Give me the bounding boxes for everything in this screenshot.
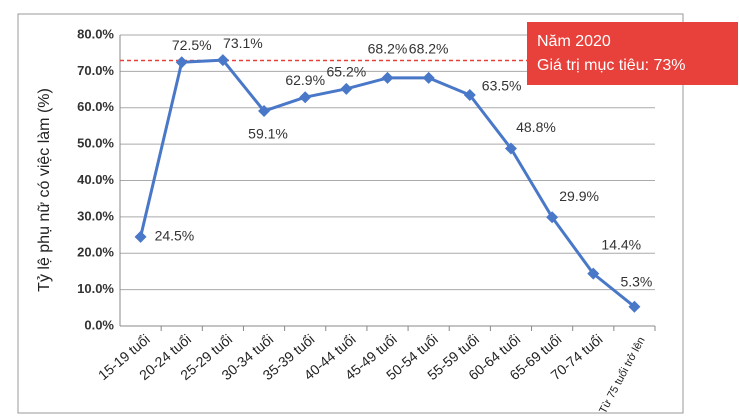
y-tick-label: 30.0%	[77, 208, 114, 223]
data-label: 68.2%	[409, 41, 449, 57]
y-axis-label: Tỷ lệ phụ nữ có việc làm (%)	[36, 88, 53, 292]
point	[340, 82, 353, 95]
data-label: 48.8%	[516, 119, 556, 135]
point	[299, 91, 312, 104]
point	[504, 142, 517, 155]
y-tick-label: 60.0%	[77, 99, 114, 114]
data-label: 62.9%	[285, 72, 325, 88]
data-label: 29.9%	[559, 188, 599, 204]
target-title: Năm 2020	[537, 33, 611, 50]
y-tick-label: 80.0%	[77, 26, 114, 41]
point	[175, 56, 188, 69]
y-tick-label: 40.0%	[77, 172, 114, 187]
y-tick-label: 0.0%	[84, 317, 114, 332]
data-label: 65.2%	[326, 64, 366, 80]
data-label: 5.3%	[620, 273, 652, 289]
target-box	[527, 22, 738, 85]
y-tick-label: 50.0%	[77, 136, 114, 151]
data-label: 14.4%	[601, 236, 641, 252]
point	[134, 230, 147, 243]
point	[628, 300, 641, 313]
point	[587, 267, 600, 280]
data-label: 63.5%	[482, 78, 522, 94]
target-text: Giá trị mục tiêu: 73%	[537, 57, 686, 74]
point	[463, 89, 476, 102]
data-label: 59.1%	[248, 126, 288, 142]
point	[546, 211, 559, 224]
point	[258, 105, 271, 118]
y-tick-label: 70.0%	[77, 63, 114, 78]
data-label: 73.1%	[223, 35, 263, 51]
point	[422, 71, 435, 84]
data-label: 72.5%	[172, 37, 212, 53]
point	[381, 71, 394, 84]
y-tick-label: 20.0%	[77, 245, 114, 260]
y-tick-label: 10.0%	[77, 281, 114, 296]
data-label: 24.5%	[155, 228, 195, 244]
point	[216, 54, 229, 67]
data-label: 68.2%	[368, 41, 408, 57]
